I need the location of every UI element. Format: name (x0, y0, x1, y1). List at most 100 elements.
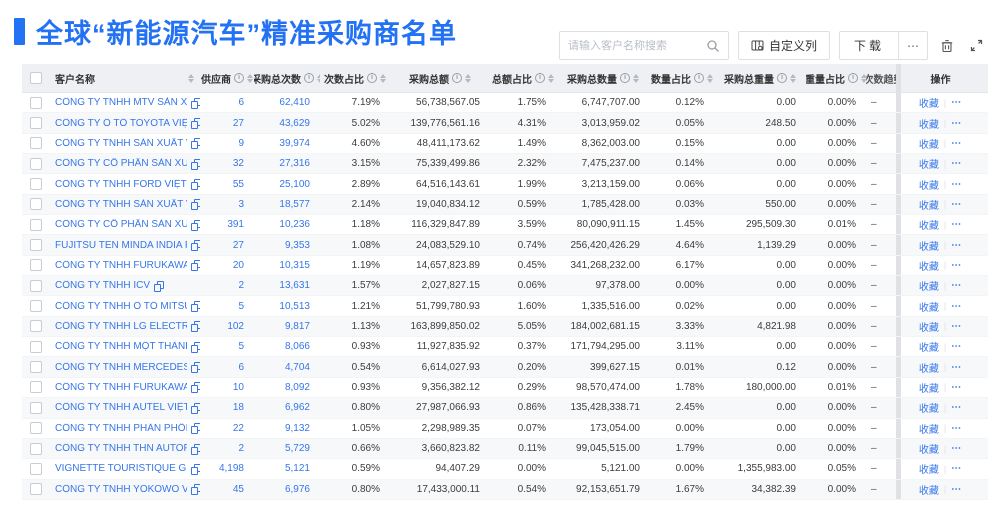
copy-icon[interactable] (191, 423, 200, 435)
favorite-button[interactable]: 收藏 (918, 343, 939, 355)
sort-icon[interactable] (188, 73, 194, 83)
copy-icon[interactable] (191, 199, 200, 211)
sort-asc-caret[interactable] (247, 73, 253, 78)
sort-desc-caret[interactable] (548, 78, 554, 83)
sort-desc-caret[interactable] (633, 78, 639, 83)
search-input[interactable] (567, 39, 706, 52)
sort-icon[interactable] (790, 73, 796, 83)
sort-asc-caret[interactable] (707, 73, 713, 78)
download-more-button[interactable]: ⋯ (899, 31, 928, 60)
sort-asc-caret[interactable] (380, 73, 386, 78)
customer-name-link[interactable]: CÔNG TY TNHH SẢN XUẤT VÀ ... (55, 198, 187, 210)
customer-name-link[interactable]: CÔNG TY TNHH YOKOWO VIỆT... (55, 483, 187, 495)
row-checkbox[interactable] (30, 96, 42, 109)
favorite-button[interactable]: 收藏 (918, 424, 939, 436)
row-checkbox[interactable] (30, 300, 42, 313)
row-more-button[interactable]: ⋯ (951, 178, 963, 190)
info-icon[interactable]: i (694, 73, 704, 83)
row-checkbox[interactable] (30, 137, 42, 150)
row-more-button[interactable]: ⋯ (951, 463, 963, 475)
sort-asc-caret[interactable] (633, 73, 639, 78)
info-icon[interactable]: i (304, 73, 314, 83)
copy-icon[interactable] (191, 301, 200, 313)
sort-icon[interactable] (317, 73, 320, 83)
row-more-button[interactable]: ⋯ (951, 198, 963, 210)
customer-name-link[interactable]: CÔNG TY TNHH FURUKAWA A... (55, 381, 187, 393)
sort-asc-caret[interactable] (465, 73, 471, 78)
row-more-button[interactable]: ⋯ (951, 259, 963, 271)
customer-name-link[interactable]: CÔNG TY CỔ PHẦN SẢN XUẤT... (55, 219, 187, 231)
info-icon[interactable]: i (367, 73, 377, 83)
copy-icon[interactable] (191, 463, 200, 475)
row-more-button[interactable]: ⋯ (951, 117, 963, 129)
copy-icon[interactable] (191, 240, 200, 252)
sort-desc-caret[interactable] (188, 78, 194, 83)
copy-icon[interactable] (191, 362, 200, 374)
sort-icon[interactable] (707, 73, 713, 83)
sort-desc-caret[interactable] (861, 78, 866, 83)
sort-icon[interactable] (861, 73, 866, 83)
copy-icon[interactable] (191, 321, 200, 333)
delete-button[interactable] (937, 31, 957, 60)
row-more-button[interactable]: ⋯ (951, 483, 963, 495)
column-header-count_pct[interactable]: 次数占比 i (320, 64, 390, 92)
favorite-button[interactable]: 收藏 (918, 221, 939, 233)
row-more-button[interactable]: ⋯ (951, 381, 963, 393)
sort-asc-caret[interactable] (861, 73, 866, 78)
sort-asc-caret[interactable] (548, 73, 554, 78)
favorite-button[interactable]: 收藏 (918, 282, 939, 294)
favorite-button[interactable]: 收藏 (918, 241, 939, 253)
copy-icon[interactable] (191, 219, 200, 231)
row-checkbox[interactable] (30, 157, 42, 170)
customer-name-link[interactable]: CÔNG TY TNHH PHÂN PHỐI T... (55, 422, 187, 434)
customer-name-link[interactable]: CÔNG TY Ô TÔ TOYOTA VIỆT ... (55, 117, 187, 129)
column-header-total_weight[interactable]: 采购总重量 i (714, 64, 806, 92)
copy-icon[interactable] (191, 158, 200, 170)
favorite-button[interactable]: 收藏 (918, 99, 939, 111)
row-checkbox[interactable] (30, 422, 42, 435)
column-header-amount_pct[interactable]: 总额占比 i (490, 64, 556, 92)
sort-desc-caret[interactable] (317, 78, 320, 83)
copy-icon[interactable] (191, 118, 200, 130)
row-more-button[interactable]: ⋯ (951, 158, 963, 170)
favorite-button[interactable]: 收藏 (918, 119, 939, 131)
info-icon[interactable]: i (535, 73, 545, 83)
select-all-checkbox[interactable] (30, 72, 42, 84)
copy-icon[interactable] (191, 97, 200, 109)
row-more-button[interactable]: ⋯ (951, 443, 963, 455)
customer-name-link[interactable]: CÔNG TY TNHH SẢN XUẤT VÀ ... (55, 137, 187, 149)
row-more-button[interactable]: ⋯ (951, 402, 963, 414)
row-checkbox[interactable] (30, 279, 42, 292)
info-icon[interactable]: i (234, 73, 244, 83)
row-checkbox[interactable] (30, 462, 42, 475)
copy-icon[interactable] (191, 179, 200, 191)
row-checkbox[interactable] (30, 218, 42, 231)
row-more-button[interactable]: ⋯ (951, 97, 963, 109)
column-header-total_count[interactable]: 采购总次数 i (254, 64, 320, 92)
column-header-total_qty[interactable]: 采购总数量 i (556, 64, 650, 92)
column-header-supplier[interactable]: 供应商 i (200, 64, 254, 92)
row-more-button[interactable]: ⋯ (951, 219, 963, 231)
customer-name-link[interactable]: VIGNETTE TOURISTIQUE G UNI... (55, 463, 187, 475)
favorite-button[interactable]: 收藏 (918, 445, 939, 457)
favorite-button[interactable]: 收藏 (918, 404, 939, 416)
search-box[interactable] (558, 31, 729, 60)
customer-name-link[interactable]: CÔNG TY TNHH Ô TÔ MITSUBI... (55, 300, 187, 312)
custom-columns-button[interactable]: 自定义列 (737, 31, 830, 60)
row-checkbox[interactable] (30, 259, 42, 272)
sort-desc-caret[interactable] (707, 78, 713, 83)
row-checkbox[interactable] (30, 340, 42, 353)
copy-icon[interactable] (191, 443, 200, 455)
info-icon[interactable]: i (620, 73, 630, 83)
favorite-button[interactable]: 收藏 (918, 302, 939, 314)
sort-icon[interactable] (548, 73, 554, 83)
row-checkbox[interactable] (30, 320, 42, 333)
favorite-button[interactable]: 收藏 (918, 180, 939, 192)
sort-desc-caret[interactable] (465, 78, 471, 83)
favorite-button[interactable]: 收藏 (918, 200, 939, 212)
row-more-button[interactable]: ⋯ (951, 239, 963, 251)
column-header-total_amount[interactable]: 采购总额 i (390, 64, 490, 92)
customer-name-link[interactable]: CÔNG TY TNHH MTV SẢN XUẤ... (55, 97, 187, 109)
customer-name-link[interactable]: CÔNG TY TNHH THN AUTOPAR... (55, 443, 187, 455)
row-checkbox[interactable] (30, 117, 42, 130)
